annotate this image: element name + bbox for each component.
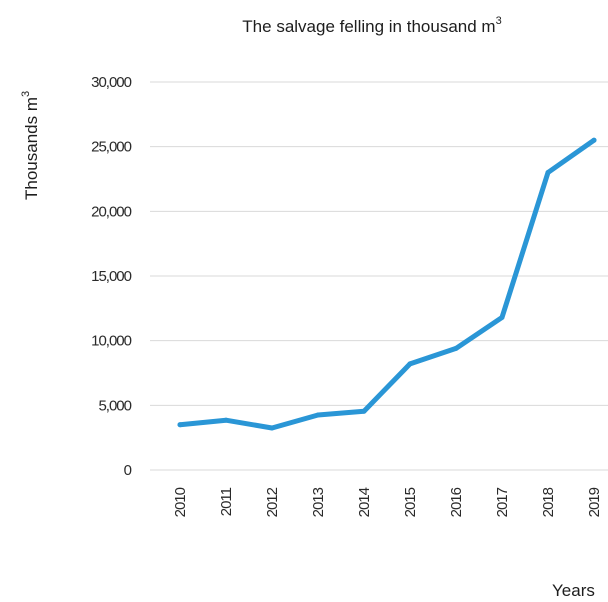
data-point (315, 412, 321, 418)
y-tick-label: 30,000 (91, 74, 132, 91)
data-point (591, 137, 597, 143)
x-tick-label: 2018 (540, 487, 557, 517)
x-tick-label: 2015 (402, 487, 419, 517)
x-tick-label: 2011 (218, 487, 235, 516)
y-tick-label: 25,000 (91, 139, 132, 156)
x-tick-labels: 2010 2011 2012 2013 2014 2015 2016 2017 2018 2019 (172, 487, 603, 517)
data-point (453, 345, 459, 351)
x-tick-label: 2013 (310, 487, 327, 517)
data-point (177, 422, 183, 428)
x-tick-label: 2012 (264, 487, 281, 517)
y-tick-label: 20,000 (91, 203, 132, 220)
y-tick-label: 10,000 (91, 333, 132, 350)
data-point (407, 361, 413, 367)
x-axis-label: Years (552, 581, 595, 600)
svg-text:Thousands m3: Thousands m3 (20, 91, 41, 200)
x-tick-label: 2010 (172, 487, 189, 517)
data-point (223, 417, 229, 423)
data-point (269, 425, 275, 431)
data-point (499, 314, 505, 320)
gridlines (150, 81, 608, 471)
y-tick-label: 0 (124, 462, 132, 479)
series-layer (177, 137, 597, 431)
y-tick-labels: 0 5,000 10,000 15,000 20,000 25,000 30,000 (91, 74, 133, 479)
chart-title: The salvage felling in thousand m3 (242, 15, 501, 36)
x-tick-label: 2017 (494, 487, 511, 517)
data-point (545, 170, 551, 175)
x-tick-label: 2016 (448, 487, 465, 517)
x-tick-label: 2019 (586, 487, 603, 517)
data-point (361, 408, 367, 414)
y-tick-label: 15,000 (91, 268, 132, 285)
x-tick-label: 2014 (356, 487, 373, 517)
y-tick-label: 5,000 (98, 397, 131, 414)
series-line (177, 137, 597, 431)
y-axis-label: Thousands m3 (20, 91, 41, 200)
